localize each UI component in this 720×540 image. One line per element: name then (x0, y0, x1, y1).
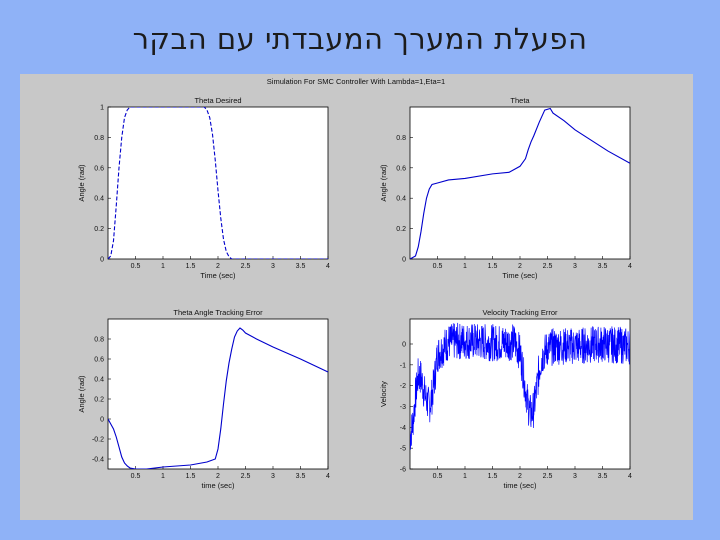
chart-theta-desired-xlabel: Time (sec) (200, 271, 236, 280)
chart-theta-ytick-label: 0.8 (396, 135, 406, 142)
chart-theta-xtick-label: 3 (573, 263, 577, 270)
chart-theta-angle-tracking-error-xtick-label: 0.5 (131, 473, 141, 480)
chart-velocity-tracking-error-ytick-label: -5 (400, 446, 406, 453)
chart-theta-desired-ytick-label: 1 (100, 105, 104, 112)
chart-theta-angle-tracking-error-plot-area (107, 318, 329, 470)
chart-theta-desired-xtick-label: 3.5 (296, 263, 306, 270)
chart-theta-angle-tracking-error: Theta Angle Tracking Error 0.5 1 1.5 2 2.5 3 3.… (77, 308, 330, 490)
chart-theta-angle-tracking-error-ytick-label: 0.2 (94, 397, 104, 404)
chart-theta-xlabel: Time (sec) (502, 271, 538, 280)
chart-velocity-tracking-error-title: Velocity Tracking Error (482, 308, 558, 317)
chart-theta-angle-tracking-error-xtick-label: 3.5 (296, 473, 306, 480)
chart-velocity-tracking-error-xtick-label: 3.5 (598, 473, 608, 480)
chart-theta-ytick-label: 0 (402, 257, 406, 264)
chart-theta-desired-plot-area (107, 106, 329, 260)
chart-theta-angle-tracking-error-ytick-label: -0.4 (92, 457, 104, 464)
chart-theta-desired-xtick-label: 1.5 (186, 263, 196, 270)
chart-velocity-tracking-error-ytick-label: 0 (402, 342, 406, 349)
chart-theta-angle-tracking-error-series-line (108, 327, 328, 469)
chart-theta-series-line (410, 107, 630, 259)
chart-theta-angle-tracking-error-ytick-label: 0.4 (94, 377, 104, 384)
chart-velocity-tracking-error-ytick-label: -2 (400, 383, 406, 390)
chart-theta-xtick-label: 0.5 (433, 263, 443, 270)
chart-theta-angle-tracking-error-ytick-label: 0.6 (94, 357, 104, 364)
chart-velocity-tracking-error-ylabel: Velocity (379, 381, 388, 407)
chart-velocity-tracking-error-ytick-label: -6 (400, 467, 406, 474)
chart-theta-angle-tracking-error-xlabel: time (sec) (202, 481, 235, 490)
slide-title: הפעלת המערך המעבדתי עם הבקר (132, 22, 588, 56)
chart-theta-angle-tracking-error-xtick-label: 1 (161, 473, 165, 480)
chart-theta-desired-title: Theta Desired (194, 96, 241, 105)
chart-theta-angle-tracking-error-xtick-label: 1.5 (186, 473, 196, 480)
chart-velocity-tracking-error-xtick-label: 0.5 (433, 473, 443, 480)
chart-velocity-tracking-error-ytick-label: -1 (400, 362, 406, 369)
chart-theta-angle-tracking-error-xtick-label: 4 (326, 473, 330, 480)
chart-theta-desired-xtick-label: 3 (271, 263, 275, 270)
chart-velocity-tracking-error-xtick-label: 1.5 (488, 473, 498, 480)
chart-theta-ytick-label: 0.6 (396, 165, 406, 172)
chart-theta-angle-tracking-error-title: Theta Angle Tracking Error (173, 308, 263, 317)
chart-theta-xtick-label: 1.5 (488, 263, 498, 270)
chart-velocity-tracking-error: Velocity Tracking Error 0.5 1 1.5 2 2.5 3 3.5 4 -… (379, 308, 632, 490)
subplots-group: Theta Desired 0.5 1 1.5 2 2.5 3 3.5 4 0 0.2 0.4 0.6 0… (77, 96, 632, 490)
chart-theta-angle-tracking-error-ytick-label: 0 (100, 417, 104, 424)
chart-theta-desired-xtick-label: 1 (161, 263, 165, 270)
chart-velocity-tracking-error-ytick-label: -4 (400, 425, 406, 432)
chart-theta-ylabel: Angle (rad) (379, 164, 388, 202)
chart-theta-desired-xtick-label: 4 (326, 263, 330, 270)
chart-theta-desired-ytick-label: 0.4 (94, 196, 104, 203)
chart-theta-angle-tracking-error-ytick-label: -0.2 (92, 437, 104, 444)
chart-theta-angle-tracking-error-ylabel: Angle (rad) (77, 375, 86, 413)
chart-theta-xtick-label: 2 (518, 263, 522, 270)
chart-velocity-tracking-error-xlabel: time (sec) (504, 481, 537, 490)
figure-svg: Simulation For SMC Controller With Lambd… (77, 77, 632, 490)
chart-theta-desired-series-line (108, 107, 328, 259)
chart-theta: Theta 0.5 1 1.5 2 2.5 3 3.5 4 0 0.2 0.4 0.6 0.8 Time (… (379, 96, 632, 280)
chart-theta-angle-tracking-error-ytick-label: 0.8 (94, 337, 104, 344)
chart-velocity-tracking-error-series-line (410, 322, 630, 450)
chart-theta-angle-tracking-error-xtick-label: 2.5 (241, 473, 251, 480)
chart-theta-ytick-label: 0.2 (396, 226, 406, 233)
chart-theta-desired-ytick-label: 0.8 (94, 135, 104, 142)
chart-theta-title: Theta (510, 96, 530, 105)
chart-theta-ytick-label: 0.4 (396, 196, 406, 203)
chart-theta-desired: Theta Desired 0.5 1 1.5 2 2.5 3 3.5 4 0 0.2 0.4 0.6 0… (77, 96, 330, 280)
chart-theta-plot-area (409, 106, 631, 260)
chart-velocity-tracking-error-xtick-label: 2 (518, 473, 522, 480)
chart-theta-desired-ytick-label: 0.6 (94, 165, 104, 172)
chart-theta-xtick-label: 1 (463, 263, 467, 270)
chart-theta-desired-ylabel: Angle (rad) (77, 164, 86, 202)
figure-suptitle: Simulation For SMC Controller With Lambd… (267, 77, 445, 86)
figure-panel: Simulation For SMC Controller With Lambd… (20, 74, 693, 520)
chart-theta-angle-tracking-error-xtick-label: 2 (216, 473, 220, 480)
chart-theta-angle-tracking-error-xtick-label: 3 (271, 473, 275, 480)
chart-velocity-tracking-error-ytick-label: -3 (400, 404, 406, 411)
chart-theta-desired-xtick-label: 2 (216, 263, 220, 270)
chart-theta-xtick-label: 2.5 (543, 263, 553, 270)
chart-theta-desired-ytick-label: 0 (100, 257, 104, 264)
chart-velocity-tracking-error-xtick-label: 4 (628, 473, 632, 480)
chart-theta-desired-xtick-label: 0.5 (131, 263, 141, 270)
chart-velocity-tracking-error-xtick-label: 2.5 (543, 473, 553, 480)
chart-velocity-tracking-error-xtick-label: 3 (573, 473, 577, 480)
chart-velocity-tracking-error-xtick-label: 1 (463, 473, 467, 480)
chart-theta-xtick-label: 4 (628, 263, 632, 270)
chart-theta-desired-xtick-label: 2.5 (241, 263, 251, 270)
chart-theta-xtick-label: 3.5 (598, 263, 608, 270)
chart-theta-desired-ytick-label: 0.2 (94, 226, 104, 233)
